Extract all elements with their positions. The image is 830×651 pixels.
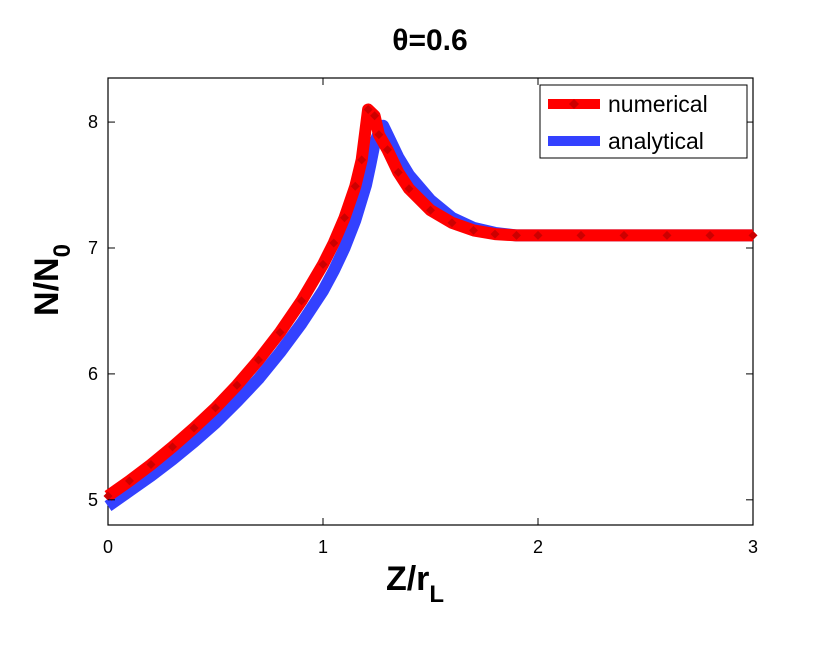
data-point-numerical — [329, 238, 339, 248]
data-point-numerical — [370, 111, 380, 121]
data-point-numerical — [619, 230, 629, 240]
legend-label-numerical: numerical — [608, 91, 708, 117]
x-tick-label: 0 — [103, 537, 113, 557]
data-point-numerical — [393, 167, 403, 177]
x-axis-label-sub: L — [429, 581, 444, 608]
data-point-numerical — [512, 230, 521, 240]
y-tick-label: 5 — [88, 490, 98, 510]
data-point-numerical — [318, 259, 328, 269]
y-tick-label: 7 — [88, 238, 98, 258]
data-point-numerical — [533, 230, 543, 240]
data-point-numerical — [340, 213, 349, 223]
x-tick-label: 3 — [748, 537, 758, 557]
y-tick-label: 6 — [88, 364, 98, 384]
chart-title: θ=0.6 — [392, 24, 467, 57]
data-point-numerical — [254, 355, 263, 365]
data-point-numerical — [125, 476, 134, 486]
data-point-numerical — [363, 104, 373, 114]
data-point-numerical — [168, 442, 177, 452]
data-point-numerical — [447, 218, 457, 228]
data-point-numerical — [232, 380, 242, 390]
data-point-numerical — [103, 491, 113, 501]
series-layer — [103, 103, 758, 512]
x-axis-label: Z/rL — [386, 560, 444, 608]
x-tick-label: 2 — [533, 537, 543, 557]
y-tick-label: 8 — [88, 112, 98, 132]
data-point-numerical — [211, 403, 220, 413]
legend: numerical analytical — [539, 84, 748, 159]
legend-label-analytical: analytical — [608, 128, 704, 154]
legend-marker-numerical — [569, 99, 579, 109]
data-point-numerical — [357, 155, 367, 165]
y-axis-label-sub: 0 — [49, 244, 76, 257]
data-point-numerical — [275, 327, 285, 337]
tick-layer: 0 1 2 3 5 6 7 8 — [88, 78, 758, 557]
data-point-numerical — [748, 230, 758, 240]
data-point-numerical — [662, 230, 672, 240]
data-point-numerical — [374, 130, 384, 140]
data-point-numerical — [146, 460, 156, 470]
data-point-numerical — [469, 225, 478, 235]
x-tick-label: 1 — [318, 537, 328, 557]
data-point-numerical — [576, 230, 586, 240]
data-point-numerical — [383, 145, 392, 155]
data-point-numerical — [297, 296, 306, 306]
data-point-numerical — [490, 229, 500, 239]
data-point-numerical — [426, 205, 435, 215]
data-point-numerical — [404, 184, 414, 194]
y-axis-label-main: N/N — [28, 257, 66, 316]
data-point-numerical — [705, 230, 715, 240]
y-axis-label: N/N0 — [28, 244, 76, 316]
data-point-numerical — [350, 181, 360, 191]
data-point-numerical — [189, 423, 199, 433]
x-axis-label-main: Z/r — [386, 560, 429, 598]
